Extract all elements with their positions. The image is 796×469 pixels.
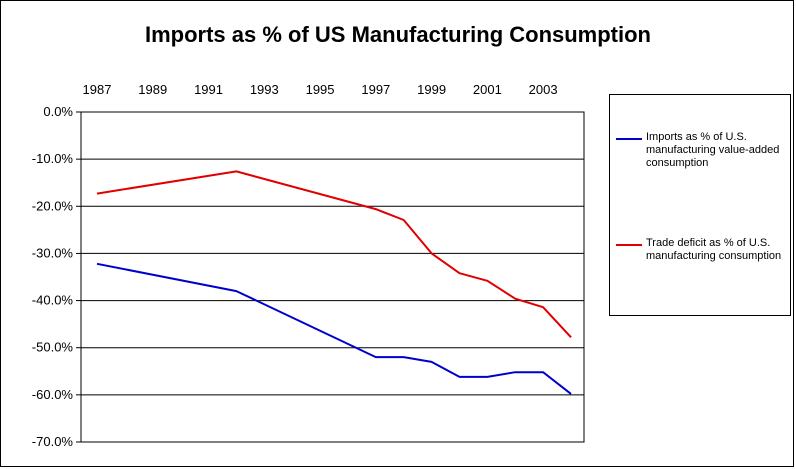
y-tick-label: -20.0%: [32, 198, 74, 213]
x-tick-label: 1989: [138, 82, 167, 97]
series-line-trade-deficit: [96, 170, 572, 338]
y-tick-label: -70.0%: [32, 434, 74, 449]
y-tick-label: -30.0%: [32, 245, 74, 260]
y-tick-label: -50.0%: [32, 340, 74, 355]
x-tick-label: 2001: [473, 82, 502, 97]
series-line-imports: [96, 262, 572, 395]
y-tick-label: -10.0%: [32, 151, 74, 166]
x-tick-label: 1993: [250, 82, 279, 97]
x-tick-label: 1991: [194, 82, 223, 97]
legend-swatch-trade-deficit: [616, 244, 642, 246]
x-tick-label: 1987: [83, 82, 112, 97]
y-tick-label: 0.0%: [43, 104, 73, 119]
x-axis-ticks: 1987 1989 1991 1993 1995 1997 1999 2001 2003: [83, 82, 558, 97]
chart-title: Imports as % of US Manufacturing Consump…: [144, 22, 651, 47]
legend: Imports as % of U.S. manufacturing value…: [609, 94, 791, 316]
y-tick-label: -60.0%: [32, 387, 74, 402]
gridlines: [81, 111, 584, 443]
plot-area: [80, 111, 585, 443]
x-tick-label: 1995: [306, 82, 335, 97]
x-tick-label: 1997: [361, 82, 390, 97]
legend-label-trade-deficit: Trade deficit as % of U.S. manufacturing…: [646, 237, 782, 262]
x-tick-label: 2003: [529, 82, 558, 97]
x-tick-label: 1999: [417, 82, 446, 97]
series-lines: [96, 170, 572, 395]
y-axis-ticks: 0.0% -10.0% -20.0% -30.0% -40.0% -50.0% -60.0%…: [32, 104, 81, 449]
legend-swatch-imports: [616, 138, 642, 140]
y-tick-label: -40.0%: [32, 293, 74, 308]
legend-label-imports: Imports as % of U.S. manufacturing value…: [646, 131, 780, 169]
